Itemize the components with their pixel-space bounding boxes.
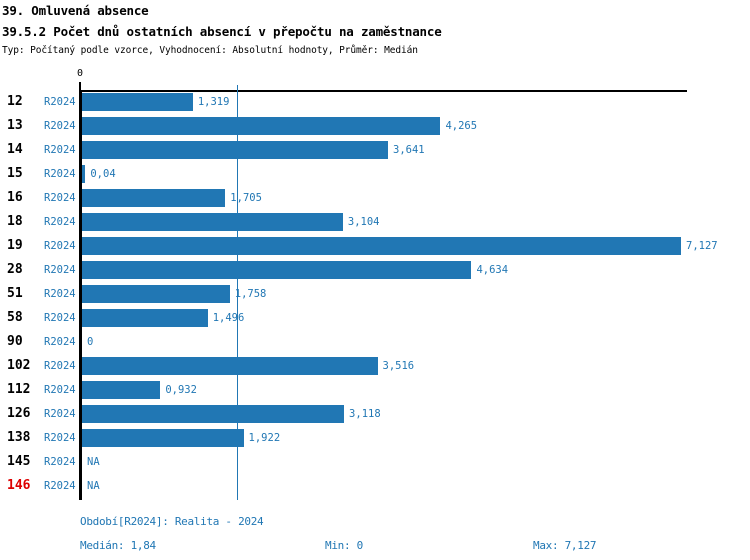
series-label: R2024 bbox=[44, 384, 76, 396]
series-label: R2024 bbox=[44, 192, 76, 204]
series-label: R2024 bbox=[44, 216, 76, 228]
category-label: 13 bbox=[7, 118, 23, 133]
category-label: 138 bbox=[7, 430, 31, 445]
footer-median: Medián: 1,84 bbox=[80, 539, 156, 552]
series-label: R2024 bbox=[44, 312, 76, 324]
footer-min: Min: 0 bbox=[325, 539, 363, 552]
series-label: R2024 bbox=[44, 360, 76, 372]
bar bbox=[82, 189, 226, 207]
category-label: 16 bbox=[7, 190, 23, 205]
value-label: NA bbox=[87, 456, 100, 468]
page-title: 39. Omluvená absence bbox=[2, 3, 149, 18]
category-label: 146 bbox=[7, 478, 31, 493]
median-reference-line bbox=[236, 85, 239, 500]
bar bbox=[82, 285, 230, 303]
value-label: 1,758 bbox=[234, 288, 267, 300]
bar bbox=[82, 117, 441, 135]
bar bbox=[82, 357, 378, 375]
category-label: 19 bbox=[7, 238, 23, 253]
category-label: 145 bbox=[7, 454, 31, 469]
bar bbox=[82, 93, 193, 111]
bar bbox=[82, 237, 681, 255]
series-label: R2024 bbox=[44, 432, 76, 444]
value-label: 1,319 bbox=[197, 96, 230, 108]
x-axis-tick bbox=[79, 82, 81, 90]
category-label: 102 bbox=[7, 358, 31, 373]
series-label: R2024 bbox=[44, 336, 76, 348]
bar bbox=[82, 405, 345, 423]
bar bbox=[82, 429, 244, 447]
value-label: 3,516 bbox=[382, 360, 415, 372]
value-label: 0,932 bbox=[165, 384, 197, 396]
value-label: 0 bbox=[87, 336, 94, 348]
chart-subtitle: Typ: Počítaný podle vzorce, Vyhodnocení:… bbox=[2, 45, 418, 56]
series-label: R2024 bbox=[44, 408, 76, 420]
bar bbox=[82, 309, 208, 327]
category-label: 112 bbox=[7, 382, 31, 397]
series-label: R2024 bbox=[44, 240, 76, 252]
category-label: 14 bbox=[7, 142, 23, 157]
category-label: 12 bbox=[7, 94, 23, 109]
value-label: 7,127 bbox=[686, 240, 718, 252]
category-label: 90 bbox=[7, 334, 23, 349]
category-label: 51 bbox=[7, 286, 23, 301]
series-label: R2024 bbox=[44, 120, 76, 132]
chart-title: 39.5.2 Počet dnů ostatních absencí v pře… bbox=[2, 24, 442, 39]
bar bbox=[82, 213, 343, 231]
series-label: R2024 bbox=[44, 144, 76, 156]
series-label: R2024 bbox=[44, 456, 76, 468]
value-label: 1,496 bbox=[212, 312, 245, 324]
value-label: NA bbox=[87, 480, 100, 492]
series-label: R2024 bbox=[44, 96, 76, 108]
value-label: 1,922 bbox=[248, 432, 281, 444]
category-label: 15 bbox=[7, 166, 23, 181]
series-label: R2024 bbox=[44, 264, 76, 276]
category-label: 28 bbox=[7, 262, 23, 277]
bar bbox=[82, 261, 472, 279]
value-label: 0,04 bbox=[90, 168, 116, 180]
y-axis-line bbox=[79, 90, 82, 500]
series-label: R2024 bbox=[44, 288, 76, 300]
series-label: R2024 bbox=[44, 168, 76, 180]
footer-max: Max: 7,127 bbox=[533, 539, 597, 552]
footer-period: Období[R2024]: Realita - 2024 bbox=[80, 515, 264, 528]
category-label: 58 bbox=[7, 310, 23, 325]
series-label: R2024 bbox=[44, 480, 76, 492]
bar bbox=[82, 165, 86, 183]
value-label: 4,265 bbox=[445, 120, 478, 132]
value-label: 3,104 bbox=[347, 216, 380, 228]
x-axis-line bbox=[79, 90, 687, 92]
x-axis-zero-tick-label: 0 bbox=[76, 68, 84, 79]
value-label: 1,705 bbox=[230, 192, 262, 204]
value-label: 3,118 bbox=[349, 408, 381, 420]
bar bbox=[82, 141, 388, 159]
value-label: 3,641 bbox=[393, 144, 425, 156]
bar bbox=[82, 381, 161, 399]
category-label: 126 bbox=[7, 406, 31, 421]
value-label: 4,634 bbox=[476, 264, 509, 276]
category-label: 18 bbox=[7, 214, 23, 229]
